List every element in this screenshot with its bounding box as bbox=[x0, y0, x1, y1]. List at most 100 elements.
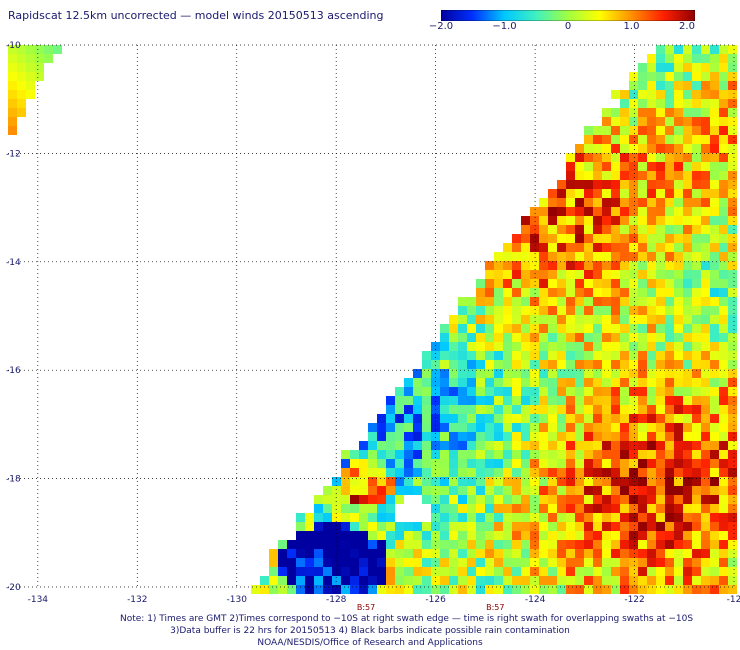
swath-cell bbox=[647, 270, 656, 279]
swath-cell bbox=[566, 351, 575, 360]
swath-cell bbox=[665, 135, 674, 144]
swath-cell bbox=[683, 252, 692, 261]
swath-cell bbox=[503, 549, 512, 558]
swath-cell bbox=[413, 432, 422, 441]
swath-cell bbox=[620, 414, 629, 423]
swath-cell bbox=[584, 252, 593, 261]
swath-cell bbox=[728, 360, 737, 369]
swath-cell bbox=[575, 207, 584, 216]
swath-cell bbox=[386, 423, 395, 432]
swath-cell bbox=[656, 549, 665, 558]
swath-cell bbox=[710, 486, 719, 495]
swath-cell bbox=[719, 441, 728, 450]
swath-cell bbox=[719, 333, 728, 342]
swath-cell bbox=[485, 585, 494, 594]
swath-cell bbox=[17, 54, 26, 63]
swath-cell bbox=[665, 189, 674, 198]
swath-cell bbox=[449, 396, 458, 405]
swath-cell bbox=[296, 540, 305, 549]
swath-cell bbox=[359, 558, 368, 567]
swath-cell bbox=[683, 387, 692, 396]
swath-cell bbox=[665, 423, 674, 432]
swath-cell bbox=[413, 585, 422, 594]
swath-cell bbox=[341, 486, 350, 495]
swath-cell bbox=[638, 234, 647, 243]
swath-cell bbox=[719, 225, 728, 234]
swath-cell bbox=[368, 567, 377, 576]
swath-cell bbox=[692, 315, 701, 324]
swath-cell bbox=[665, 513, 674, 522]
longitude-tick-label: -130 bbox=[227, 595, 248, 605]
swath-cell bbox=[638, 189, 647, 198]
swath-cell bbox=[593, 216, 602, 225]
swath-cell bbox=[683, 369, 692, 378]
swath-cell bbox=[503, 306, 512, 315]
swath-cell bbox=[440, 378, 449, 387]
swath-cell bbox=[503, 504, 512, 513]
swath-cell bbox=[602, 324, 611, 333]
swath-cell bbox=[620, 540, 629, 549]
swath-cell bbox=[692, 252, 701, 261]
swath-cell bbox=[449, 540, 458, 549]
swath-cell bbox=[692, 342, 701, 351]
swath-cell bbox=[683, 288, 692, 297]
swath-cell bbox=[683, 216, 692, 225]
swath-cell bbox=[629, 468, 638, 477]
swath-cell bbox=[539, 270, 548, 279]
swath-cell bbox=[701, 378, 710, 387]
swath-cell bbox=[584, 315, 593, 324]
swath-cell bbox=[530, 324, 539, 333]
swath-cell bbox=[350, 549, 359, 558]
swath-cell bbox=[557, 513, 566, 522]
swath-cell bbox=[638, 126, 647, 135]
swath-cell bbox=[566, 549, 575, 558]
swath-cell bbox=[656, 495, 665, 504]
swath-cell bbox=[575, 333, 584, 342]
swath-cell bbox=[719, 234, 728, 243]
swath-cell bbox=[701, 81, 710, 90]
swath-cell bbox=[674, 234, 683, 243]
swath-cell bbox=[638, 378, 647, 387]
swath-cell bbox=[710, 531, 719, 540]
swath-cell bbox=[512, 576, 521, 585]
swath-cell bbox=[575, 369, 584, 378]
swath-cell bbox=[611, 297, 620, 306]
swath-cell bbox=[539, 288, 548, 297]
swath-cell bbox=[638, 549, 647, 558]
swath-cell bbox=[494, 306, 503, 315]
swath-cell bbox=[323, 495, 332, 504]
swath-cell bbox=[458, 522, 467, 531]
swath-cell bbox=[548, 189, 557, 198]
swath-cell bbox=[467, 513, 476, 522]
longitude-tick-label: -128 bbox=[326, 595, 347, 605]
swath-cell bbox=[620, 180, 629, 189]
swath-cell bbox=[710, 441, 719, 450]
swath-cell bbox=[683, 558, 692, 567]
swath-cell bbox=[683, 423, 692, 432]
swath-cell bbox=[638, 117, 647, 126]
swath-cell bbox=[503, 540, 512, 549]
swath-cell bbox=[692, 234, 701, 243]
swath-cell bbox=[692, 117, 701, 126]
swath-cell bbox=[269, 567, 278, 576]
swath-cell bbox=[602, 540, 611, 549]
swath-cell bbox=[593, 432, 602, 441]
swath-cell bbox=[494, 531, 503, 540]
swath-cell bbox=[395, 414, 404, 423]
swath-cell bbox=[620, 153, 629, 162]
swath-cell bbox=[350, 567, 359, 576]
swath-cell bbox=[557, 180, 566, 189]
swath-cell bbox=[539, 414, 548, 423]
swath-cell bbox=[377, 450, 386, 459]
swath-cell bbox=[593, 153, 602, 162]
swath-cell bbox=[296, 576, 305, 585]
swath-cell bbox=[521, 441, 530, 450]
swath-cell bbox=[314, 558, 323, 567]
swath-cell bbox=[449, 585, 458, 594]
swath-cell bbox=[386, 567, 395, 576]
swath-cell bbox=[584, 243, 593, 252]
swath-cell bbox=[719, 243, 728, 252]
swath-cell bbox=[548, 486, 557, 495]
swath-cell bbox=[530, 486, 539, 495]
swath-cell bbox=[503, 387, 512, 396]
